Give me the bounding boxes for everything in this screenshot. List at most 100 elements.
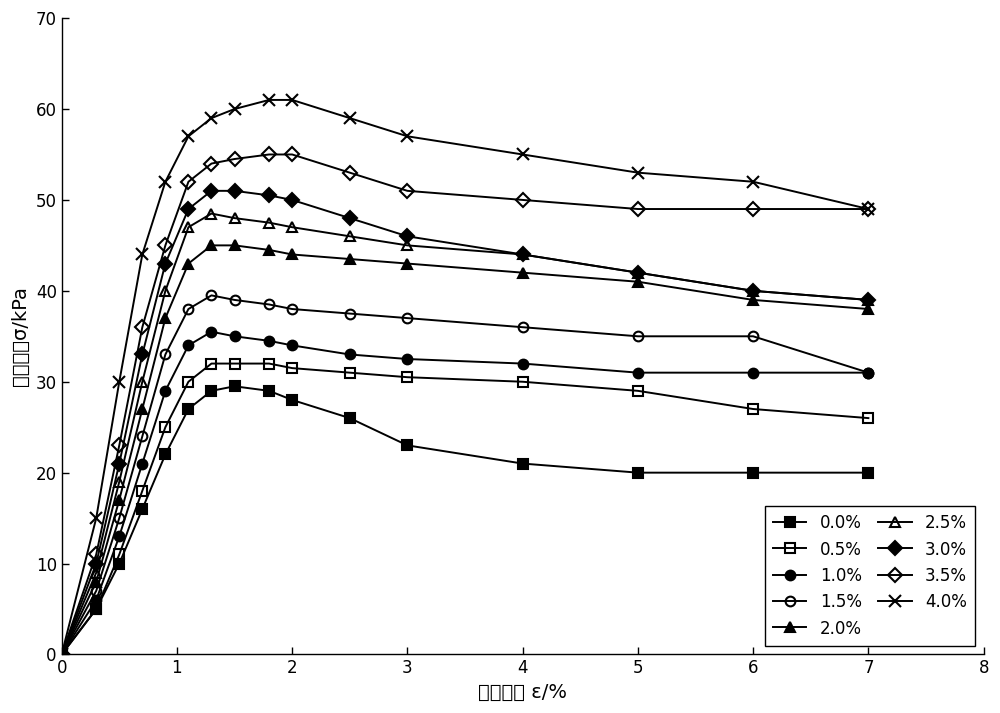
3.5% bbox=[229, 155, 241, 163]
2.0% bbox=[205, 241, 217, 250]
3.0% bbox=[286, 195, 298, 204]
1.5% bbox=[632, 332, 644, 341]
3.0% bbox=[205, 187, 217, 195]
1.5% bbox=[862, 369, 874, 377]
3.5% bbox=[862, 205, 874, 213]
3.5% bbox=[286, 150, 298, 159]
2.5% bbox=[136, 377, 148, 386]
Line: 0.0%: 0.0% bbox=[57, 381, 873, 660]
1.5% bbox=[747, 332, 759, 341]
1.0% bbox=[113, 532, 125, 540]
3.0% bbox=[113, 459, 125, 468]
4.0% bbox=[862, 205, 874, 213]
0.0% bbox=[344, 414, 356, 422]
3.0% bbox=[182, 205, 194, 213]
2.5% bbox=[632, 268, 644, 277]
2.0% bbox=[263, 246, 275, 255]
0.5% bbox=[632, 386, 644, 395]
1.5% bbox=[401, 314, 413, 322]
2.0% bbox=[517, 268, 529, 277]
0.5% bbox=[113, 550, 125, 559]
3.0% bbox=[229, 187, 241, 195]
Legend: 0.0%, 0.5%, 1.0%, 1.5%, 2.0%, 2.5%, 3.0%, 3.5%, 4.0%: 0.0%, 0.5%, 1.0%, 1.5%, 2.0%, 2.5%, 3.0%… bbox=[765, 506, 975, 646]
0.0% bbox=[229, 382, 241, 391]
1.5% bbox=[205, 291, 217, 299]
2.0% bbox=[136, 405, 148, 414]
0.5% bbox=[159, 423, 171, 431]
0.0% bbox=[263, 386, 275, 395]
0.5% bbox=[90, 605, 102, 613]
3.5% bbox=[632, 205, 644, 213]
3.5% bbox=[344, 168, 356, 177]
0.5% bbox=[229, 359, 241, 368]
Line: 3.0%: 3.0% bbox=[57, 186, 873, 660]
3.0% bbox=[632, 268, 644, 277]
3.0% bbox=[56, 650, 68, 659]
Y-axis label: 轴向应力σ/kPa: 轴向应力σ/kPa bbox=[11, 287, 30, 386]
1.5% bbox=[182, 304, 194, 313]
2.5% bbox=[862, 296, 874, 304]
1.0% bbox=[205, 327, 217, 336]
4.0% bbox=[205, 114, 217, 123]
0.5% bbox=[286, 364, 298, 372]
4.0% bbox=[159, 178, 171, 186]
4.0% bbox=[286, 96, 298, 104]
3.0% bbox=[862, 296, 874, 304]
0.5% bbox=[862, 414, 874, 422]
4.0% bbox=[401, 132, 413, 140]
1.0% bbox=[229, 332, 241, 341]
4.0% bbox=[344, 114, 356, 123]
1.5% bbox=[229, 296, 241, 304]
1.0% bbox=[136, 459, 148, 468]
3.0% bbox=[344, 214, 356, 222]
2.5% bbox=[56, 650, 68, 659]
3.0% bbox=[517, 250, 529, 259]
2.5% bbox=[344, 232, 356, 240]
1.0% bbox=[90, 595, 102, 604]
1.0% bbox=[632, 369, 644, 377]
4.0% bbox=[747, 178, 759, 186]
0.0% bbox=[90, 605, 102, 613]
2.0% bbox=[113, 496, 125, 504]
4.0% bbox=[56, 650, 68, 659]
1.5% bbox=[344, 309, 356, 318]
4.0% bbox=[517, 150, 529, 159]
1.0% bbox=[286, 341, 298, 349]
2.5% bbox=[286, 223, 298, 232]
1.5% bbox=[263, 300, 275, 309]
2.0% bbox=[56, 650, 68, 659]
0.5% bbox=[401, 373, 413, 381]
3.5% bbox=[263, 150, 275, 159]
3.5% bbox=[113, 441, 125, 450]
3.5% bbox=[205, 159, 217, 168]
0.5% bbox=[56, 650, 68, 659]
0.0% bbox=[159, 450, 171, 458]
1.5% bbox=[517, 323, 529, 332]
0.0% bbox=[517, 459, 529, 468]
3.5% bbox=[90, 550, 102, 559]
1.0% bbox=[747, 369, 759, 377]
1.0% bbox=[401, 355, 413, 364]
4.0% bbox=[229, 105, 241, 113]
1.5% bbox=[136, 432, 148, 441]
0.5% bbox=[182, 377, 194, 386]
0.0% bbox=[747, 468, 759, 477]
Line: 3.5%: 3.5% bbox=[57, 150, 873, 660]
2.0% bbox=[747, 296, 759, 304]
3.0% bbox=[90, 559, 102, 568]
0.0% bbox=[136, 505, 148, 513]
0.0% bbox=[286, 396, 298, 404]
4.0% bbox=[263, 96, 275, 104]
Line: 4.0%: 4.0% bbox=[55, 93, 875, 661]
0.5% bbox=[344, 369, 356, 377]
1.5% bbox=[113, 514, 125, 523]
2.5% bbox=[182, 223, 194, 232]
2.0% bbox=[229, 241, 241, 250]
1.5% bbox=[286, 304, 298, 313]
2.5% bbox=[263, 218, 275, 227]
1.0% bbox=[862, 369, 874, 377]
3.5% bbox=[56, 650, 68, 659]
3.0% bbox=[159, 260, 171, 268]
0.5% bbox=[263, 359, 275, 368]
3.5% bbox=[182, 178, 194, 186]
